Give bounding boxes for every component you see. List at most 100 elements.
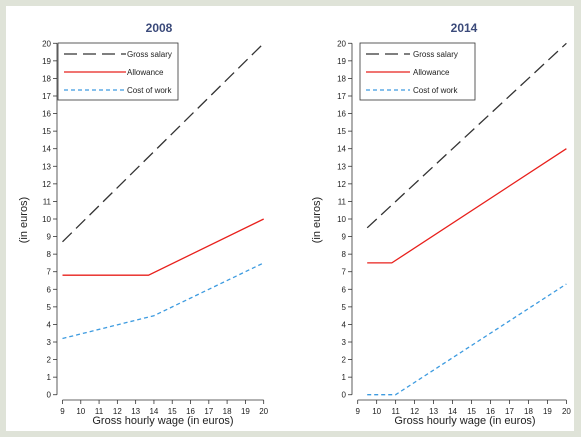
y-tick-label: 4 — [47, 320, 52, 329]
legend-label-cost-of-work: Cost of work — [127, 86, 172, 95]
legend: Gross salary Allowance Cost of work — [57, 42, 179, 101]
x-tick-label: 9 — [355, 407, 360, 416]
x-tick-label: 11 — [95, 407, 104, 416]
series-line-allowance — [62, 218, 264, 276]
y-axis-label: (in euros) — [311, 197, 323, 243]
x-axis-label: Gross hourly wage (in euros) — [394, 415, 535, 427]
y-tick-label: 20 — [42, 39, 51, 48]
series-line-cost-of-work — [367, 283, 567, 396]
x-tick-label: 11 — [391, 407, 400, 416]
chart-title: 2008 — [146, 21, 173, 35]
y-tick-label: 17 — [42, 92, 51, 101]
x-tick-label: 9 — [60, 407, 65, 416]
y-tick-label: 13 — [337, 162, 346, 171]
y-tick-label: 11 — [43, 197, 52, 206]
legend-item-allowance: Allowance — [366, 68, 450, 77]
legend-label-allowance: Allowance — [127, 68, 164, 77]
y-tick-label: 11 — [338, 197, 347, 206]
y-tick-label: 2 — [342, 356, 347, 365]
y-tick-label: 10 — [42, 215, 51, 224]
y-tick-label: 18 — [42, 74, 51, 83]
plot-area — [62, 42, 265, 340]
y-tick-label: 5 — [47, 303, 52, 312]
x-tick-label: 18 — [223, 407, 232, 416]
y-axis-label: (in euros) — [18, 197, 30, 243]
x-tick-label: 19 — [241, 407, 250, 416]
series-line-gross-salary — [62, 42, 265, 243]
legend-label-allowance: Allowance — [413, 68, 450, 77]
y-tick-label: 15 — [337, 127, 346, 136]
y-tick-label: 20 — [337, 39, 346, 48]
y-tick-label: 16 — [42, 110, 51, 119]
x-tick-label: 12 — [113, 407, 122, 416]
y-tick-label: 3 — [342, 338, 347, 347]
x-tick-label: 20 — [259, 407, 268, 416]
y-tick-label: 3 — [47, 338, 52, 347]
legend-label-gross-salary: Gross salary — [413, 50, 458, 59]
legend-item-cost-of-work: Cost of work — [64, 86, 172, 95]
x-tick-label: 13 — [131, 407, 140, 416]
legend-item-cost-of-work: Cost of work — [366, 86, 458, 95]
y-tick-label: 9 — [47, 233, 52, 242]
x-tick-label: 20 — [562, 407, 571, 416]
y-tick-label: 15 — [42, 127, 51, 136]
y-tick-label: 18 — [337, 74, 346, 83]
series-line-gross-salary — [366, 42, 567, 229]
y-tick-label: 19 — [42, 57, 51, 66]
legend-item-gross-salary: Gross salary — [366, 50, 458, 59]
y-tick-label: 8 — [342, 250, 347, 259]
y-tick-label: 5 — [342, 303, 347, 312]
y-tick-label: 0 — [47, 391, 52, 400]
y-tick-label: 13 — [42, 162, 51, 171]
y-tick-label: 1 — [47, 373, 52, 382]
x-tick-label: 15 — [168, 407, 177, 416]
x-tick-label: 10 — [76, 407, 85, 416]
series-line-allowance — [367, 148, 567, 264]
chart-title: 2014 — [451, 21, 478, 35]
legend: Gross salary Allowance Cost of work — [359, 42, 476, 101]
y-tick-label: 4 — [342, 320, 347, 329]
x-tick-label: 18 — [524, 407, 533, 416]
y-tick-label: 16 — [337, 110, 346, 119]
y-tick-label: 19 — [337, 57, 346, 66]
x-tick-label: 14 — [149, 407, 158, 416]
x-axis: 9 10 11 12 13 14 15 16 17 18 19 20 — [355, 399, 571, 416]
y-tick-label: 2 — [47, 356, 52, 365]
x-tick-label: 10 — [372, 407, 381, 416]
y-tick-label: 14 — [337, 145, 346, 154]
y-tick-label: 7 — [47, 268, 52, 277]
x-tick-label: 19 — [543, 407, 552, 416]
legend-item-gross-salary: Gross salary — [64, 50, 172, 59]
x-tick-label: 12 — [410, 407, 419, 416]
x-tick-label: 16 — [186, 407, 195, 416]
series-line-cost-of-work — [62, 262, 264, 340]
x-tick-label: 13 — [429, 407, 438, 416]
x-axis-label: Gross hourly wage (in euros) — [92, 415, 233, 427]
y-tick-label: 12 — [42, 180, 51, 189]
x-tick-label: 14 — [448, 407, 457, 416]
y-tick-label: 10 — [337, 215, 346, 224]
y-tick-label: 6 — [342, 285, 347, 294]
chart-2008: 2008 (in euros) Gross hourly wage (in eu… — [18, 21, 269, 427]
y-tick-label: 7 — [342, 268, 347, 277]
x-tick-label: 17 — [505, 407, 514, 416]
y-tick-label: 9 — [342, 233, 347, 242]
legend-label-gross-salary: Gross salary — [127, 50, 172, 59]
x-tick-label: 15 — [467, 407, 476, 416]
plot-area — [366, 42, 567, 396]
legend-label-cost-of-work: Cost of work — [413, 86, 458, 95]
y-tick-label: 8 — [47, 250, 52, 259]
y-tick-label: 12 — [337, 180, 346, 189]
y-tick-label: 6 — [47, 285, 52, 294]
legend-item-allowance: Allowance — [64, 68, 164, 77]
x-tick-label: 16 — [486, 407, 495, 416]
chart-2014: 2014 (in euros) Gross hourly wage (in eu… — [311, 21, 571, 427]
x-tick-label: 17 — [204, 407, 213, 416]
y-tick-label: 17 — [337, 92, 346, 101]
y-tick-label: 0 — [342, 391, 347, 400]
x-axis: 9 10 11 12 13 14 15 16 17 18 19 20 — [60, 399, 269, 416]
y-tick-label: 1 — [342, 373, 347, 382]
